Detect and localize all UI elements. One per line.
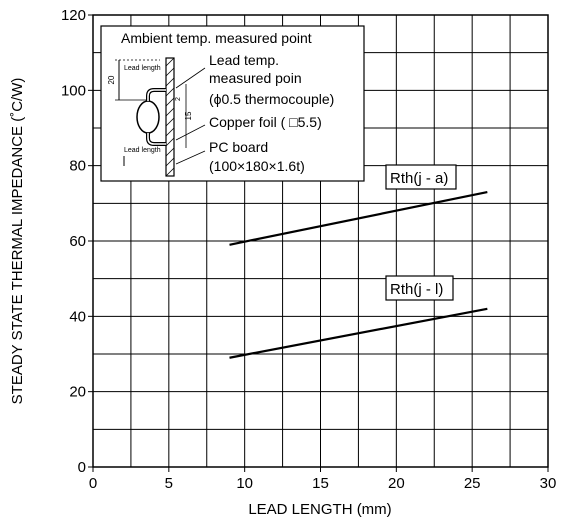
callout-pc-board: [175, 150, 206, 165]
callout-copper-foil: [175, 124, 206, 141]
legend-rth-ja-label: Rth(j - a): [390, 170, 448, 187]
dim-label-20: 20: [107, 75, 116, 84]
legend-rth-ja-box: [385, 164, 457, 190]
measurement-inset: Ambient temp. measured point 20 Lead len…: [100, 25, 365, 182]
dim-label-15: 15: [184, 111, 193, 120]
legend-rth-jl: Rth(j - l): [385, 275, 454, 301]
y-axis-label: STEADY STATE THERMAL IMPEDANCE (˚C/W): [9, 78, 26, 405]
x-tick-label: 30: [540, 475, 557, 492]
x-tick-label: 25: [464, 475, 481, 492]
x-tick-label: 15: [312, 475, 329, 492]
pc-board-hatch: [165, 57, 175, 177]
tick-labels: 0 5 10 15 20 25 30 0 20 40 60 80 100 120: [61, 7, 556, 492]
pc-board: [165, 57, 175, 177]
inset-label-board-size: (100×180×1.6t): [209, 158, 305, 174]
y-tick-label: 40: [69, 308, 86, 325]
y-tick-label: 60: [69, 233, 86, 250]
y-tick-label: 20: [69, 384, 86, 401]
callout-lead-temp: [175, 67, 206, 89]
inset-label-measured-poin: measured poin: [209, 70, 302, 86]
inset-label-lead-temp: Lead temp.: [209, 52, 279, 68]
inset-label-thermocouple: (ϕ0.5 thermocouple): [209, 91, 334, 107]
legend-rth-ja: Rth(j - a): [385, 164, 457, 190]
x-axis-label: LEAD LENGTH (mm): [248, 501, 391, 518]
y-tick-label: 120: [61, 7, 86, 24]
upper-lead-inner: [147, 89, 166, 101]
inset-label-copper-foil: Copper foil ( □5.5): [209, 114, 322, 130]
inset-label-pc-board: PC board: [209, 139, 268, 155]
x-tick-label: 5: [165, 475, 173, 492]
dim-lead-length-bottom: Lead length: [124, 147, 161, 154]
series-line-rth-ja: [229, 190, 488, 246]
data-series: [229, 190, 488, 359]
y-tick-label: 100: [61, 82, 86, 99]
y-tick-label: 0: [78, 459, 86, 476]
x-tick-label: 0: [89, 475, 97, 492]
lower-lead-inner: [147, 133, 166, 145]
legend-rth-jl-label: Rth(j - l): [390, 281, 443, 298]
diode-body: [136, 100, 160, 134]
inset-title: Ambient temp. measured point: [121, 30, 312, 46]
dim-lead-length-top: Lead length: [124, 65, 161, 72]
legend-rth-jl-box: [385, 275, 454, 301]
y-tick-label: 80: [69, 158, 86, 175]
dim-label-2: 2: [175, 97, 182, 101]
x-tick-label: 10: [236, 475, 253, 492]
x-tick-label: 20: [388, 475, 405, 492]
series-line-rth-jl: [229, 307, 488, 359]
